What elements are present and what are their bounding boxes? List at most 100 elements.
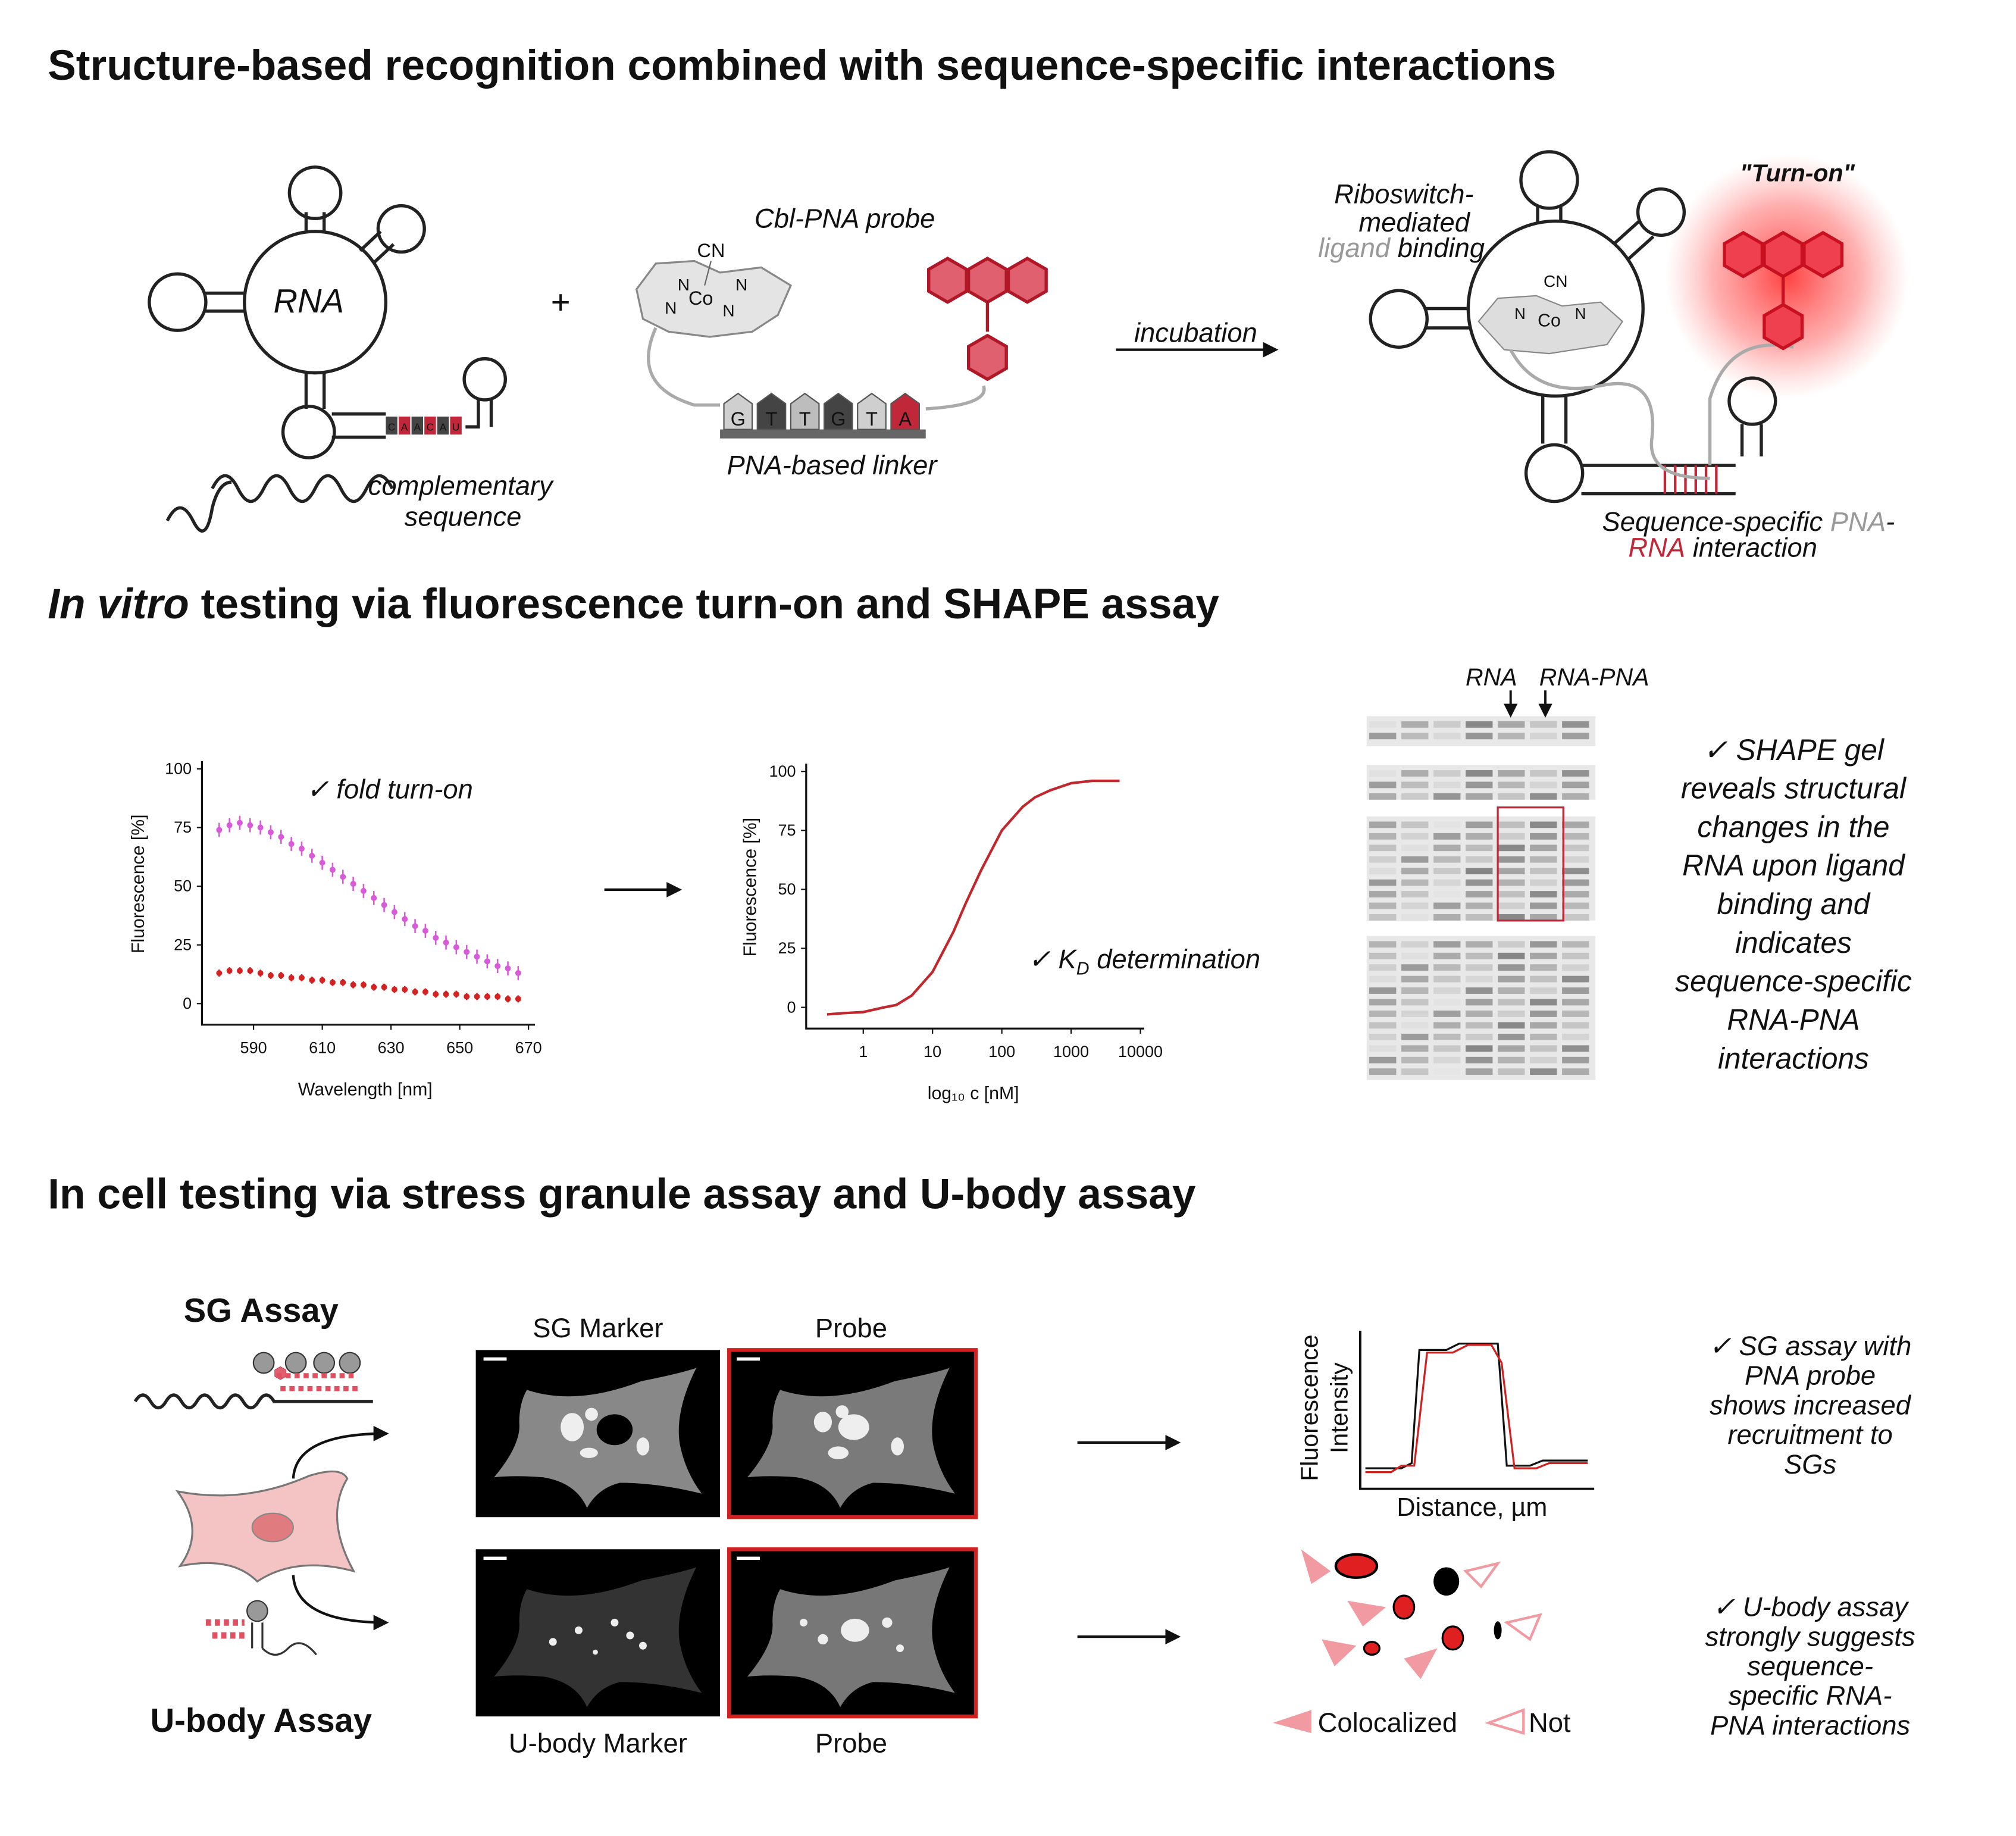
text-line: shows increased [1710, 1390, 1912, 1420]
data-point [247, 822, 253, 828]
gel-band [1498, 721, 1525, 728]
annotation: ✓ KD determination [1028, 944, 1260, 979]
gel-band [1466, 914, 1493, 921]
gel-band [1498, 1068, 1525, 1075]
gel-band [1530, 833, 1557, 840]
gel-block [1366, 936, 1596, 1080]
gel-band [1433, 868, 1461, 875]
shape [704, 261, 712, 286]
gel-band [1498, 821, 1525, 828]
gel-band [1433, 856, 1461, 863]
data-point [515, 996, 521, 1002]
y-tick-label: 50 [778, 880, 796, 898]
shape [252, 1352, 361, 1374]
shape [251, 1512, 294, 1543]
gel-band [1562, 1045, 1589, 1052]
assay-label: SG Assay [184, 1291, 339, 1329]
shape [841, 1618, 869, 1642]
gel-band [1401, 856, 1429, 863]
gel-band [1369, 1068, 1397, 1075]
gel-band [1498, 781, 1525, 789]
shape [1433, 1567, 1460, 1596]
shape [596, 1414, 633, 1446]
shape [818, 1634, 828, 1645]
gel-band [1466, 833, 1493, 840]
shape [969, 336, 1007, 379]
shape [585, 1408, 598, 1421]
data-point [247, 968, 253, 974]
data-point [453, 991, 459, 997]
gel-band [1466, 845, 1493, 852]
shape [1463, 1561, 1501, 1589]
shape [205, 1619, 249, 1639]
gel-band [1369, 902, 1397, 909]
rna-base: C [388, 421, 395, 433]
shape [580, 1447, 598, 1458]
data-point [298, 846, 305, 852]
gel-band [1369, 987, 1397, 994]
gel-band [1433, 821, 1461, 828]
axis-label: Intensity [1325, 1362, 1353, 1453]
shape [835, 1405, 849, 1418]
shape [891, 1437, 904, 1456]
gel-band [1466, 952, 1493, 959]
profile-plot [1358, 1330, 1595, 1490]
atom: Co [1538, 311, 1561, 331]
shape [313, 1352, 336, 1374]
title-italic: In vitro [48, 580, 189, 628]
y-tick-label: 50 [174, 877, 192, 895]
gel-band [1530, 964, 1557, 971]
text-line: sequence-specific [1675, 965, 1912, 998]
section-title: In cell testing via stress granule assay… [48, 1171, 1196, 1218]
gel-band [1433, 1068, 1461, 1075]
gel-band [1369, 781, 1397, 789]
gel-band [1401, 733, 1429, 740]
data-point [443, 991, 449, 997]
data-point [350, 981, 356, 988]
data-point [288, 841, 295, 847]
x-tick-label: 630 [378, 1039, 405, 1056]
panel-label: Probe [815, 1728, 887, 1759]
gel-band [1369, 1022, 1397, 1029]
shape [1334, 1553, 1379, 1579]
data-point [474, 953, 480, 960]
curve [827, 779, 1120, 1016]
gel-band [1498, 941, 1525, 948]
shape [462, 357, 507, 402]
gel-band [1466, 1033, 1493, 1040]
gel-band [1530, 821, 1557, 828]
gel-band [1433, 833, 1461, 840]
gel-band [1401, 793, 1429, 800]
data-point [391, 909, 397, 915]
shape [1541, 396, 1568, 444]
shape [593, 1649, 598, 1655]
rna-base-box [398, 416, 411, 435]
gel-band [1562, 733, 1589, 740]
text-line: reveals structural [1681, 772, 1907, 805]
shape [331, 412, 386, 439]
pna-base: T [866, 408, 878, 430]
rna-base-box [437, 416, 449, 435]
rna-base: A [414, 421, 421, 433]
pna-base-box [857, 392, 887, 430]
gel-band [1562, 879, 1589, 886]
pna-base-box [756, 392, 787, 430]
pna-base: T [766, 408, 778, 430]
data-point [402, 986, 408, 993]
gel-band [1562, 914, 1589, 921]
fluorophore [929, 258, 1046, 379]
atom: Co [688, 287, 713, 309]
data-point [484, 958, 490, 965]
x-tick-label: 610 [309, 1039, 336, 1056]
x-tick-label: 10 [924, 1043, 941, 1061]
gel-band [1369, 856, 1397, 863]
data-point [391, 986, 397, 993]
pna: PNA [1830, 506, 1886, 537]
micrographs [475, 1348, 978, 1719]
gel-band [1562, 902, 1589, 909]
gel-band [1562, 793, 1589, 800]
annotation-part: determination [1090, 944, 1260, 974]
data-point [216, 970, 223, 977]
text-line: SGs [1784, 1449, 1836, 1480]
